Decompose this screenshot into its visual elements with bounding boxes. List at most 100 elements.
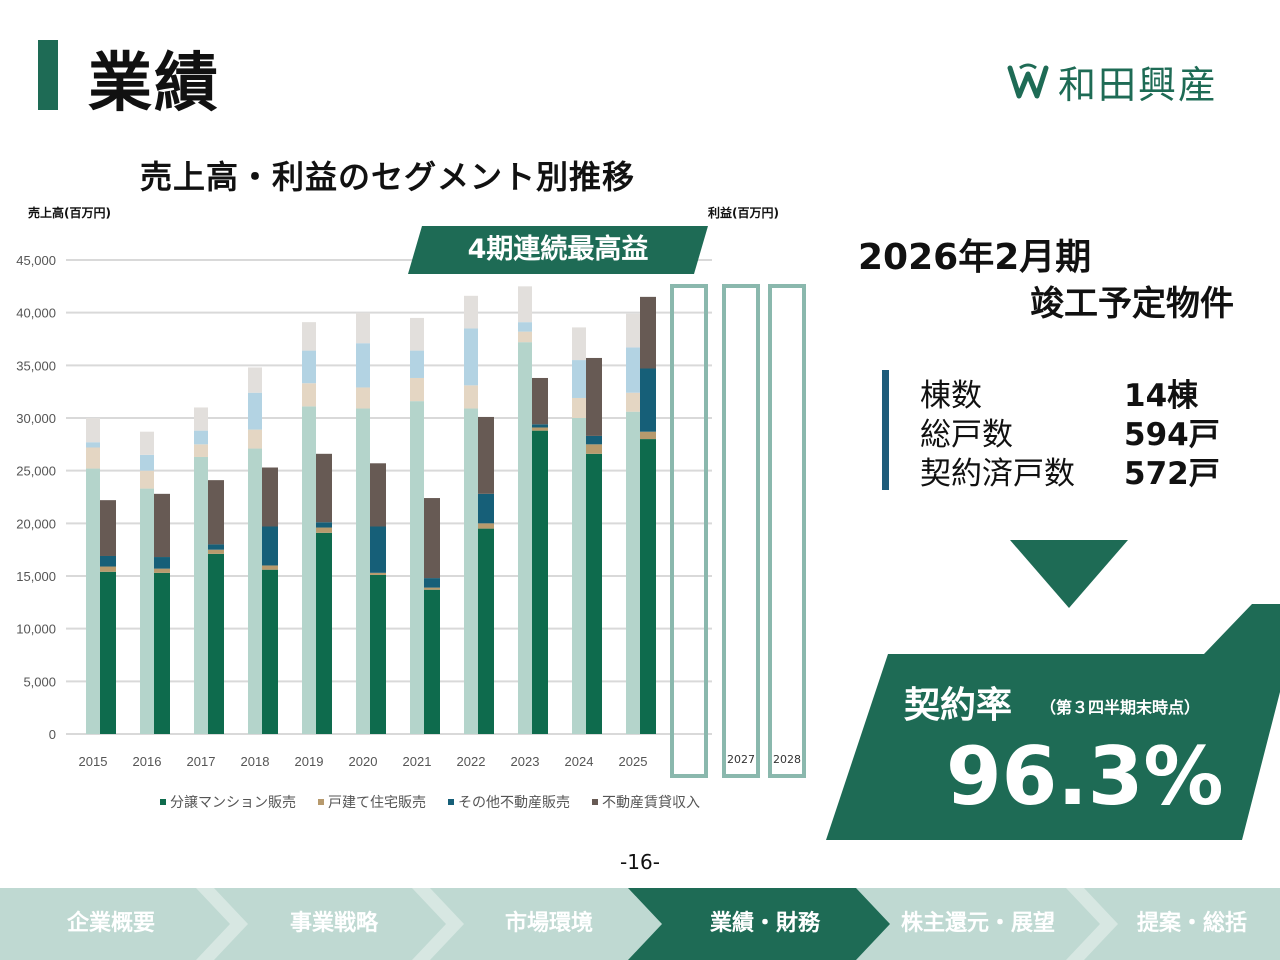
stat-value: 14棟 — [1124, 378, 1199, 414]
sales-bar-segment — [86, 442, 100, 448]
segment-chart: 0 5,000 10,000 15,000 20,000 25,000 30,000 35,0… — [16, 253, 712, 769]
profit-bar-segment — [532, 424, 548, 428]
nav-item-market[interactable]: 市場環境 — [504, 911, 593, 936]
sales-bar-segment — [302, 322, 316, 351]
legend-label: 分譲マンション販売 — [170, 795, 296, 811]
profit-bar-segment — [424, 498, 440, 579]
profit-bar-segment — [316, 453, 332, 523]
sales-bar-segment — [248, 429, 262, 449]
stat-label: 棟数 — [920, 378, 982, 414]
sales-bar-segment — [518, 322, 532, 332]
legend-swatch — [448, 799, 454, 805]
stat-label: 契約済戸数 — [920, 456, 1075, 492]
sales-axis-unit: 売上高(百万円) — [28, 206, 111, 220]
x-tick-label: 2015 — [79, 754, 108, 769]
profit-bar-segment — [208, 553, 224, 734]
y-tick-label: 35,000 — [16, 358, 56, 373]
nav-item-returns[interactable]: 株主還元・展望 — [900, 911, 1055, 936]
sales-bar-segment — [518, 342, 532, 734]
page-title: 業績 — [88, 47, 220, 121]
profit-bar-segment — [100, 571, 116, 734]
sales-bar-segment — [410, 401, 424, 734]
sales-bar-segment — [410, 377, 424, 402]
sales-bar-segment — [626, 313, 640, 348]
banner-text: 4期連続最高益 — [467, 234, 649, 265]
future-year-box — [670, 284, 708, 778]
profit-bar-segment — [640, 368, 656, 432]
sales-bar-segment — [86, 447, 100, 469]
profit-bar-segment — [586, 357, 602, 436]
sales-bar-segment — [626, 392, 640, 412]
nav-item-proposal[interactable]: 提案・総括 — [1136, 911, 1247, 936]
sales-bar-segment — [572, 327, 586, 361]
logo-text: 和田興産 — [1058, 63, 1219, 107]
x-tick-label: 2019 — [295, 754, 324, 769]
sales-bar-segment — [626, 347, 640, 393]
y-tick-label: 45,000 — [16, 253, 56, 268]
x-tick-label: 2025 — [619, 754, 648, 769]
profit-bar-segment — [154, 493, 170, 558]
down-arrow-icon — [1010, 540, 1128, 608]
sales-bar-segment — [194, 430, 208, 445]
profit-bar-segment — [154, 572, 170, 734]
sales-bar-segment — [194, 407, 208, 431]
sales-bar-segment — [302, 383, 316, 407]
future-year-box-2027: 2027 — [722, 284, 760, 778]
stat-row: 総戸数 594戸 — [920, 409, 1220, 454]
section-nav: 企業概要 事業戦略 市場環境 業績・財務 株主還元・展望 提案・総括 — [0, 888, 1280, 960]
legend-item: その他不動産販売 — [448, 792, 570, 812]
profit-bar-segment — [586, 444, 602, 454]
profit-bar-segment — [100, 566, 116, 572]
legend-label: 不動産賃貸収入 — [602, 795, 700, 811]
profit-bar-segment — [154, 568, 170, 573]
y-tick-label: 20,000 — [16, 516, 56, 531]
profit-bar-segment — [640, 431, 656, 440]
legend-swatch — [318, 799, 324, 805]
profit-bar-segment — [208, 544, 224, 550]
profit-bar-segment — [586, 435, 602, 445]
sales-bar-segment — [356, 387, 370, 409]
x-tick-label: 2024 — [565, 754, 594, 769]
y-tick-label: 10,000 — [16, 622, 56, 637]
sales-bar-segment — [140, 470, 154, 489]
sales-bar-segment — [86, 468, 100, 734]
sales-bar-segment — [572, 397, 586, 418]
profit-axis-unit: 利益(百万円) — [708, 206, 779, 220]
future-year-label: 2028 — [773, 753, 801, 766]
sales-bar-segment — [302, 350, 316, 384]
y-tick-label: 30,000 — [16, 411, 56, 426]
profit-bar-segment — [424, 587, 440, 590]
sales-bar-segment — [140, 431, 154, 455]
x-tick-label: 2021 — [403, 754, 432, 769]
nav-item-strategy[interactable]: 事業戦略 — [289, 911, 378, 936]
nav-item-company[interactable]: 企業概要 — [66, 911, 155, 936]
wada-kosan-logo-icon — [1007, 63, 1049, 98]
sales-bar-segment — [572, 418, 586, 734]
sales-bar-segment — [248, 367, 262, 393]
profit-bar-segment — [478, 523, 494, 529]
legend-item: 分譲マンション販売 — [160, 792, 296, 812]
sales-bar-segment — [194, 456, 208, 734]
chart-legend: 分譲マンション販売 戸建て住宅販売 その他不動産販売 不動産賃貸収入 — [160, 792, 700, 812]
sales-bar-segment — [572, 360, 586, 398]
sales-bar-segment — [140, 454, 154, 471]
sales-bar-segment — [518, 286, 532, 323]
stat-value: 594戸 — [1124, 417, 1220, 453]
stats-accent-bar — [882, 370, 889, 490]
profit-bar-segment — [370, 572, 386, 575]
x-tick-label: 2016 — [133, 754, 162, 769]
sales-bar-segment — [140, 488, 154, 734]
profit-bar-segment — [478, 528, 494, 734]
profit-bar-segment — [532, 430, 548, 734]
profit-bar-segment — [424, 578, 440, 588]
sales-bar-segment — [194, 444, 208, 457]
profit-bar-segment — [208, 480, 224, 545]
nav-item-results[interactable]: 業績・財務 — [709, 911, 820, 936]
future-year-label: 2027 — [727, 753, 755, 766]
profit-bar-segment — [262, 526, 278, 566]
sales-bar-segment — [248, 392, 262, 430]
contract-rate-label: 契約率 — [904, 685, 1013, 726]
stat-value: 572戸 — [1124, 456, 1220, 492]
y-tick-label: 15,000 — [16, 569, 56, 584]
title-accent-bar — [38, 40, 58, 110]
